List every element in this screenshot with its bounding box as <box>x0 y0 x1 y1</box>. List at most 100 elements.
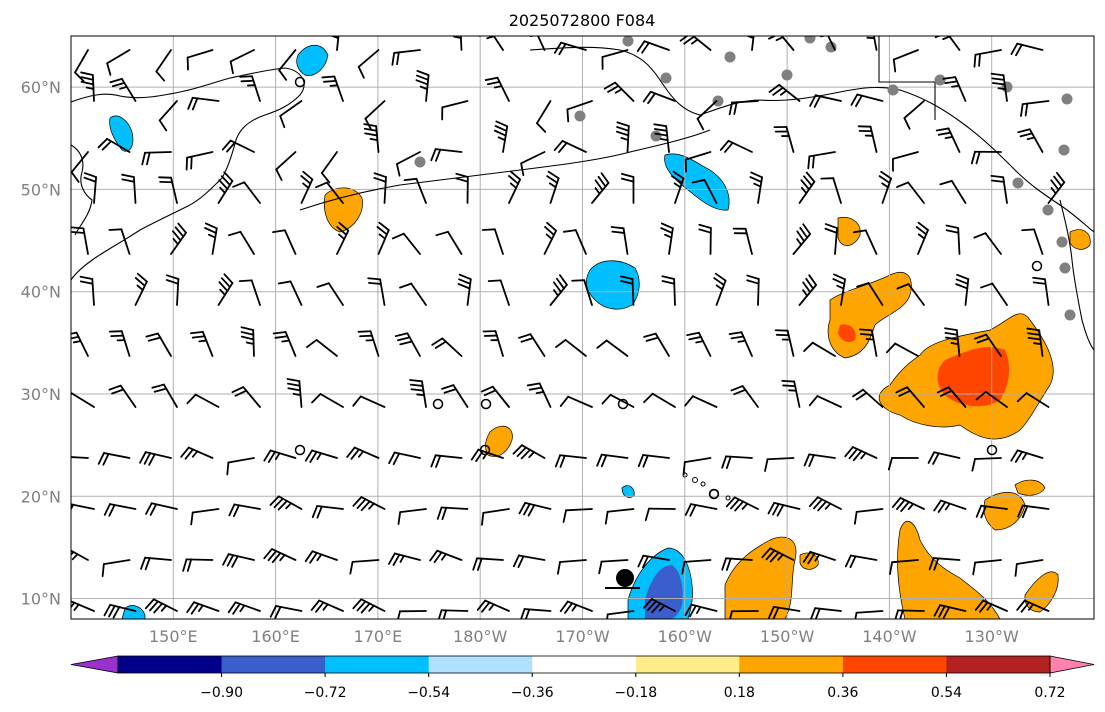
wind-barb <box>729 610 759 619</box>
wind-barb <box>553 41 587 56</box>
wind-barb <box>106 49 131 76</box>
graticule <box>71 36 1094 619</box>
wind-barb <box>232 181 261 204</box>
lon-tick-label: 180°W <box>453 627 508 646</box>
station-dot <box>1058 144 1070 156</box>
wind-barb <box>768 83 801 102</box>
wind-barb <box>480 385 510 408</box>
aleutian-chain <box>299 129 711 211</box>
wind-barb <box>803 341 836 357</box>
calm-wind-circle <box>1031 260 1043 272</box>
lon-tick-label: 130°W <box>965 627 1020 646</box>
wind-barb <box>671 170 685 204</box>
wind-barb <box>644 507 676 522</box>
wind-barb <box>97 137 131 153</box>
wind-barb <box>892 151 919 172</box>
wind-barb <box>1016 392 1050 408</box>
wind-barb <box>229 49 255 75</box>
wind-barb <box>346 446 380 460</box>
wind-barb <box>887 457 919 471</box>
wind-barb <box>721 557 753 571</box>
colorbar-tick-label: −0.54 <box>407 685 450 701</box>
station-dot <box>1059 262 1071 274</box>
positive-patch-central <box>485 425 513 457</box>
wind-barb <box>1032 276 1050 306</box>
wind-barb <box>391 232 421 255</box>
wind-barb <box>761 547 795 563</box>
wind-barb <box>158 176 178 204</box>
wind-barb <box>376 221 390 255</box>
kamchatka-coast <box>71 67 305 281</box>
wind-barb <box>415 69 430 102</box>
lon-tick-label: 170°E <box>354 627 403 646</box>
wind-barb <box>397 508 427 525</box>
wind-barb <box>684 151 712 173</box>
wind-barb <box>885 342 919 357</box>
wind-barb <box>974 599 1008 613</box>
station-dot <box>622 36 634 47</box>
wind-barb <box>403 177 427 204</box>
wind-barb <box>228 230 255 255</box>
wind-barb <box>939 179 967 204</box>
wind-barb <box>300 170 314 204</box>
wind-barb <box>482 330 504 357</box>
wind-barb <box>852 388 884 408</box>
wind-barb <box>933 499 967 513</box>
wind-barb <box>824 223 838 255</box>
wind-barb <box>691 179 718 204</box>
wind-barb <box>441 100 469 121</box>
wind-barb <box>853 508 884 525</box>
wind-barb <box>878 170 892 204</box>
wind-barb <box>1010 449 1044 463</box>
wind-barb <box>430 148 463 162</box>
wind-barb <box>436 506 469 521</box>
wind-barb <box>165 274 180 306</box>
wind-barb <box>554 454 587 468</box>
wind-barb <box>263 449 297 463</box>
wind-barb <box>1020 100 1050 117</box>
station-dot <box>781 69 793 81</box>
wind-barb <box>792 223 812 255</box>
wind-barb <box>155 49 172 82</box>
wind-barb <box>272 229 297 255</box>
station-dot <box>1064 309 1076 321</box>
wind-barb <box>725 496 759 512</box>
wind-barb <box>643 392 676 408</box>
wind-barb <box>108 384 137 408</box>
lon-axis-labels: 150°E 160°E 170°E 180°W 170°W 160°W 150°W 140°W… <box>149 627 1019 646</box>
wind-barb <box>336 221 350 255</box>
wind-barb <box>808 496 842 512</box>
wind-barb <box>642 598 676 614</box>
wind-barb <box>809 607 842 619</box>
wind-barb <box>190 508 220 526</box>
wind-barb <box>773 126 795 153</box>
wind-barb <box>228 503 261 518</box>
wind-barb <box>730 385 759 408</box>
wind-barb <box>431 337 463 357</box>
wind-barb <box>889 559 919 575</box>
wind-barb <box>980 282 1008 306</box>
canada-border <box>878 36 936 120</box>
wind-barb <box>844 554 878 569</box>
wind-barb <box>975 504 1008 519</box>
wind-barb <box>217 171 234 204</box>
wind-barb <box>971 457 1002 472</box>
wind-barb <box>562 508 593 523</box>
station-dot <box>825 41 837 53</box>
wind-barb <box>71 151 89 183</box>
calm-wind-circle <box>432 398 444 410</box>
wind-barb <box>728 100 759 116</box>
wind-barb <box>596 339 629 357</box>
wind-barb <box>936 386 967 408</box>
wind-barb <box>470 448 504 463</box>
wind-barb <box>661 275 676 306</box>
wind-barb <box>566 100 593 123</box>
wind-barb <box>190 330 214 357</box>
wind-barb <box>866 36 878 51</box>
wind-barb <box>832 273 846 306</box>
wind-barb <box>316 282 344 306</box>
wind-barb <box>103 503 137 517</box>
wind-barb <box>1016 599 1050 613</box>
wind-barb <box>304 449 338 463</box>
calm-wind-circle <box>480 398 492 410</box>
